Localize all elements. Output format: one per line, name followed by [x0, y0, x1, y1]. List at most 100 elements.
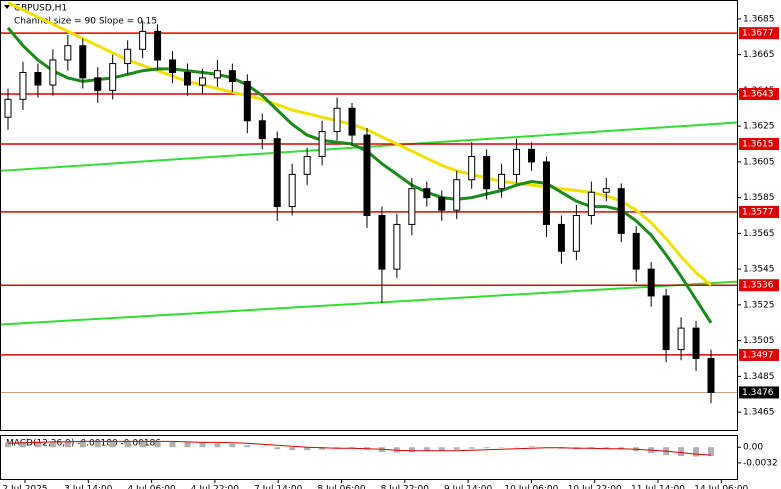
candle-body: [438, 197, 446, 211]
candle-body: [333, 107, 341, 132]
candle-body: [64, 45, 72, 61]
candle-body: [228, 70, 236, 82]
macd-bar: [139, 440, 146, 448]
macd-bar: [423, 447, 430, 452]
macd-bar: [79, 440, 86, 448]
macd-bar: [154, 441, 161, 448]
y-tick-label: 1.3465: [743, 408, 775, 418]
channel-line: [0, 280, 738, 326]
macd-bar: [214, 443, 221, 448]
level-label-box: [739, 348, 779, 361]
macd-bar: [229, 443, 236, 448]
macd-bar: [49, 441, 56, 448]
macd-bar: [319, 447, 326, 450]
macd-bar: [184, 442, 191, 448]
level-label-box: [739, 87, 779, 100]
level-label: 1.3677: [742, 29, 774, 39]
macd-bar: [513, 446, 520, 448]
candle-body: [557, 223, 565, 252]
macd-bar: [199, 442, 206, 448]
y-tick-label: 1.3585: [743, 193, 775, 203]
macd-bar: [94, 441, 101, 448]
candle-body: [468, 156, 476, 181]
level-label-box: [739, 27, 779, 40]
chart-title: GBPUSD,H1: [14, 4, 67, 14]
candle-body: [348, 107, 356, 136]
x-tick-label: 7 Jul 14:00: [254, 485, 303, 489]
candle-body: [632, 232, 640, 270]
candle-body: [318, 130, 326, 158]
x-tick-label: 10 Jul 22:00: [568, 485, 622, 489]
x-tick-label: 9 Jul 14:00: [444, 485, 493, 489]
macd-bar: [34, 441, 41, 448]
macd-bar: [603, 447, 610, 449]
x-tick-label: 4 Jul 06:00: [127, 485, 176, 489]
level-label-box: [739, 138, 779, 150]
level-label: 1.3497: [742, 350, 774, 360]
candle-body: [243, 80, 251, 122]
macd-bar: [124, 441, 131, 448]
x-tick-label: 3 Jul 14:00: [64, 485, 113, 489]
candle-body: [408, 188, 416, 225]
candle-body: [453, 179, 461, 211]
macd-signal: [7, 440, 712, 456]
macd-bar: [64, 440, 71, 448]
macd-bar: [274, 447, 281, 450]
macd-bar: [678, 447, 685, 457]
macd-bar: [528, 446, 535, 448]
candle-body: [587, 191, 595, 216]
macd-bar: [5, 442, 11, 448]
candle-body: [303, 156, 311, 175]
candle-body: [109, 63, 117, 91]
candle-body: [677, 327, 685, 351]
macd-bar: [468, 447, 475, 449]
current-price-label: 1.3476: [742, 388, 774, 398]
x-tick-label: 14 Jul 06:00: [694, 485, 748, 489]
x-tick-label: 2 Jul 2025: [2, 485, 47, 489]
candle-body: [602, 188, 610, 193]
macd-bar: [498, 447, 505, 448]
candle-body: [662, 295, 670, 351]
level-label-box: [739, 279, 779, 292]
candle-body: [49, 59, 57, 86]
chart-subtitle: Channel size = 90 Slope = 0.15: [14, 17, 157, 27]
macd-bar: [244, 445, 251, 448]
macd-bar: [289, 447, 296, 451]
x-tick-label: 11 Jul 14:00: [631, 485, 685, 489]
candle-body: [258, 120, 266, 140]
level-label: 1.3643: [742, 89, 774, 99]
x-tick-label: 8 Jul 22:00: [381, 485, 430, 489]
candle-body: [4, 98, 12, 118]
x-tick-label: 8 Jul 06:00: [317, 485, 366, 489]
candle-body: [154, 30, 162, 61]
candle-body: [498, 173, 506, 190]
candle-body: [483, 156, 491, 190]
candle-body: [647, 268, 655, 297]
candle-body: [139, 30, 147, 50]
candle-body: [617, 188, 625, 234]
macd-bar: [453, 447, 460, 450]
level-label: 1.3577: [742, 207, 774, 217]
macd-bar: [169, 441, 176, 448]
current-price-box: [739, 386, 779, 399]
candle-body: [528, 148, 536, 163]
macd-bar: [408, 447, 415, 453]
y-tick-label: 1.3685: [743, 14, 775, 24]
macd-bar: [19, 441, 26, 448]
candle-body: [94, 77, 102, 91]
macd-bar: [259, 446, 266, 448]
candle-body: [198, 77, 206, 86]
y-tick-label: 1.3665: [743, 50, 775, 60]
candle-body: [378, 215, 386, 270]
y-tick-label: 1.3605: [743, 157, 775, 167]
candle-body: [79, 45, 87, 79]
candle-body: [288, 173, 296, 208]
macd-bar: [693, 447, 700, 457]
macd-y-tick-label: -0.0032: [743, 458, 778, 468]
macd-bar: [438, 447, 445, 451]
candle-body: [542, 161, 550, 225]
candle-body: [213, 70, 221, 79]
level-label-box: [739, 205, 779, 218]
candle-body: [273, 138, 281, 208]
